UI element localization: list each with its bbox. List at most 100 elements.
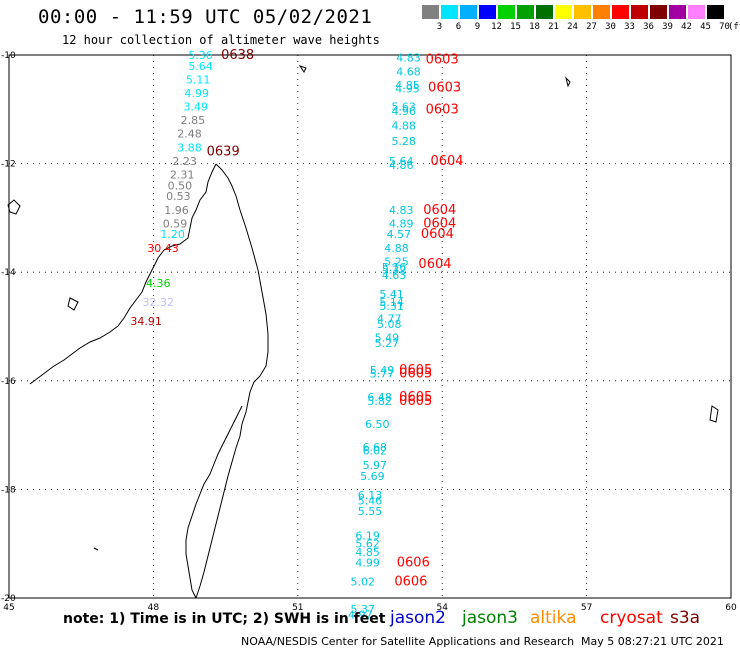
coastline-segment: [93, 547, 99, 551]
scale-unit: (ft): [728, 22, 740, 32]
map-title: 00:00 - 11:59 UTC 05/02/2021: [38, 6, 373, 28]
wave-height-label: 1.20: [160, 228, 185, 241]
wave-height-label: 4.88: [391, 120, 416, 133]
wave-height-label: 6.13: [358, 489, 383, 502]
wave-height-label: 5.16: [382, 261, 407, 274]
footer-note: note: 1) Time is in UTC; 2) SWH is in fe…: [63, 611, 386, 627]
wave-height-label: 6.68: [363, 441, 388, 454]
coastline-segment: [298, 65, 307, 73]
scale-swatch: [669, 5, 686, 19]
scale-label: 24: [567, 22, 578, 32]
scale-swatch: [574, 5, 591, 19]
wave-height-label: 3.88: [177, 141, 202, 154]
pass-time-label: 0604: [421, 227, 454, 242]
lon-tick-label: 60: [725, 603, 737, 613]
map-subtitle: 12 hour collection of altimeter wave hei…: [62, 33, 380, 47]
wave-height-label: 5.49: [375, 331, 400, 344]
mission-jason2: jason2: [390, 608, 446, 628]
wave-height-label: 4.68: [396, 65, 421, 78]
wave-height-label: 5.69: [360, 470, 385, 483]
scale-label: 70: [719, 22, 730, 32]
scale-label: 45: [700, 22, 711, 32]
wave-height-label: 0.50: [168, 179, 193, 192]
wave-height-label: 5.36: [188, 49, 213, 62]
wave-height-label: 5.27: [375, 337, 400, 350]
coastline-segment: [67, 297, 79, 311]
credit-line: NOAA/NESDIS Center for Satellite Applica…: [241, 635, 575, 648]
wave-height-label: 4.83: [396, 52, 421, 65]
wave-height-label: 5.11: [186, 73, 211, 86]
pass-time-label: 0606: [394, 575, 427, 590]
lat-tick-label: -18: [1, 485, 16, 495]
wave-height-label: 2.85: [181, 114, 206, 127]
wave-height-label: 5.14: [379, 296, 404, 309]
wave-height-label: 5.37: [351, 603, 376, 616]
lat-tick-label: -14: [1, 268, 16, 278]
wave-height-label: 5.77: [370, 368, 395, 381]
wave-height-label: 0.53: [166, 190, 191, 203]
wave-height-label: 5.97: [363, 459, 388, 472]
scale-swatch: [441, 5, 458, 19]
wave-height-label: 5.55: [358, 505, 383, 518]
scale-label: 21: [548, 22, 559, 32]
pass-time-label: 0605: [399, 394, 432, 409]
mission-jason3: jason3: [462, 608, 518, 628]
scale-label: 27: [586, 22, 597, 32]
pass-time-label: 0603: [426, 52, 459, 67]
lat-tick-label: -12: [1, 160, 16, 170]
lat-tick-label: -16: [1, 377, 16, 387]
wave-height-label: 5.64: [188, 60, 213, 73]
scale-swatch: [593, 5, 610, 19]
scale-label: 18: [529, 22, 540, 32]
wave-height-label: 5.63: [391, 101, 416, 114]
scale-label: 12: [491, 22, 502, 32]
pass-time-label: 0603: [426, 102, 459, 117]
scale-swatch: [498, 5, 515, 19]
coastline-segment: [29, 163, 217, 385]
lon-tick-label: 51: [292, 603, 303, 613]
scale-label: 36: [643, 22, 654, 32]
wave-height-label: 4.36: [146, 277, 171, 290]
wave-height-label: 2.31: [170, 168, 195, 181]
wave-height-label: 4.97: [348, 608, 373, 621]
scale-label: 39: [662, 22, 673, 32]
pass-time-label: 0606: [397, 556, 430, 571]
wave-height-label: 4.99: [184, 87, 209, 100]
pass-time-label: 0638: [221, 48, 254, 63]
wave-height-label: 4.83: [389, 204, 414, 217]
pass-time-label: 0605: [399, 390, 432, 405]
wave-height-label: 1.96: [164, 204, 189, 217]
wave-height-label: 5.31: [379, 300, 404, 313]
wave-height-label: 30.43: [147, 242, 179, 255]
pass-time-label: 0605: [399, 363, 432, 378]
wave-height-label: 32.32: [142, 296, 174, 309]
wave-height-label: 5.32: [382, 263, 407, 276]
pass-time-label: 0639: [207, 145, 240, 160]
wave-height-label: 6.50: [365, 418, 390, 431]
wave-height-label: 5.28: [391, 135, 416, 148]
mission-s3a: s3a: [670, 608, 701, 628]
lon-tick-label: 57: [581, 603, 592, 613]
scale-label: 9: [474, 22, 481, 32]
generated-timestamp: May 5 08:27:21 UTC 2021: [581, 635, 724, 648]
wave-height-label: 4.85: [355, 546, 380, 559]
scale-label: 6: [455, 22, 462, 32]
madagascar-coastline: [7, 65, 719, 599]
coastline-segment: [195, 163, 269, 599]
track-east-labels: 4.834.684.854.955.634.964.885.285.644.86…: [348, 52, 421, 622]
axis-tick-labels: 45 48 51 54 57 60 -10 -12 -14 -16 -18 -20: [1, 51, 737, 613]
coastline-segment: [709, 405, 719, 423]
wave-height-label: 5.08: [377, 318, 402, 331]
coastline-segment: [565, 76, 571, 88]
map-frame: [8, 54, 732, 599]
wave-height-label: 5.49: [370, 364, 395, 377]
wave-height-label: 4.77: [377, 312, 402, 325]
scale-swatch: [460, 5, 477, 19]
wave-height-label: 2.23: [172, 155, 197, 168]
wave-height-label: 4.63: [382, 269, 407, 282]
lon-tick-label: 48: [148, 603, 160, 613]
wave-height-label: 4.89: [389, 217, 414, 230]
mission-cryosat: cryosat: [600, 608, 663, 628]
wave-height-label: 34.91: [130, 315, 162, 328]
wave-height-label: 4.85: [395, 79, 420, 92]
